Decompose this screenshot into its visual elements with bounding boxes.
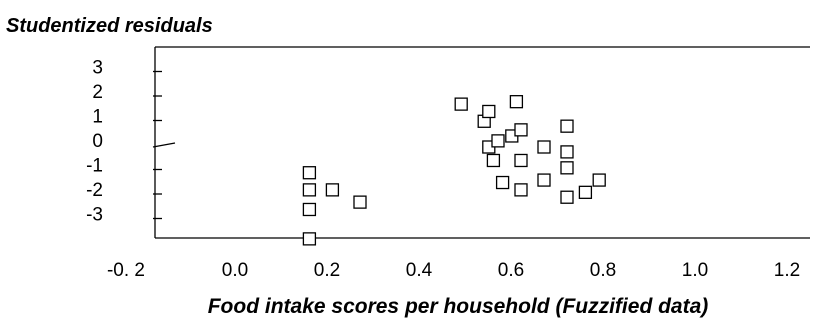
tick-labels: 3 2 1 0 -1 -2 -3 -0. 2 0.0 0.2 0.4 0.6 0.8 1.0 1.2 [86,58,800,282]
y-tick-mark [152,142,176,148]
data-point [491,134,505,148]
data-point [560,145,574,159]
x-tick-label: 1.0 [682,260,708,281]
data-point [514,123,528,137]
data-point [514,153,528,168]
y-tick-label: -2 [86,180,103,201]
y-tick-label: 2 [92,82,103,103]
y-tick-label: 1 [92,107,103,128]
data-point [560,190,574,204]
axes [152,46,810,239]
y-tick-label: 0 [92,131,103,152]
x-tick-label: 0.4 [406,260,433,281]
y-tick-label: 3 [92,58,103,79]
data-point [560,119,574,133]
y-axis-title: Studentized residuals [6,15,213,37]
data-point [514,183,528,197]
data-point [302,166,317,180]
x-tick-label: 0.2 [314,260,340,281]
x-tick-label: 0.8 [590,260,616,281]
data-point [302,202,317,217]
x-tick-label: 0.6 [498,260,524,281]
x-tick-label: 0.0 [222,260,248,281]
data-point [302,183,317,197]
x-tick-label: 1.2 [774,260,800,281]
data-points [302,95,606,246]
data-point [560,161,574,175]
x-tick-label: -0. 2 [107,260,145,281]
data-point [482,104,496,119]
data-point [509,95,524,109]
data-point [495,175,510,190]
data-point [325,183,340,197]
data-point [302,232,317,246]
data-point [537,140,551,154]
data-point [353,195,367,209]
y-tick-label: -1 [86,156,103,177]
x-axis-title: Food intake scores per household (Fuzzif… [208,295,709,318]
data-point [537,173,551,187]
data-point [454,97,468,111]
data-point [578,185,593,199]
data-point [486,153,501,168]
y-tick-label: -3 [86,205,103,226]
data-point [592,173,606,187]
